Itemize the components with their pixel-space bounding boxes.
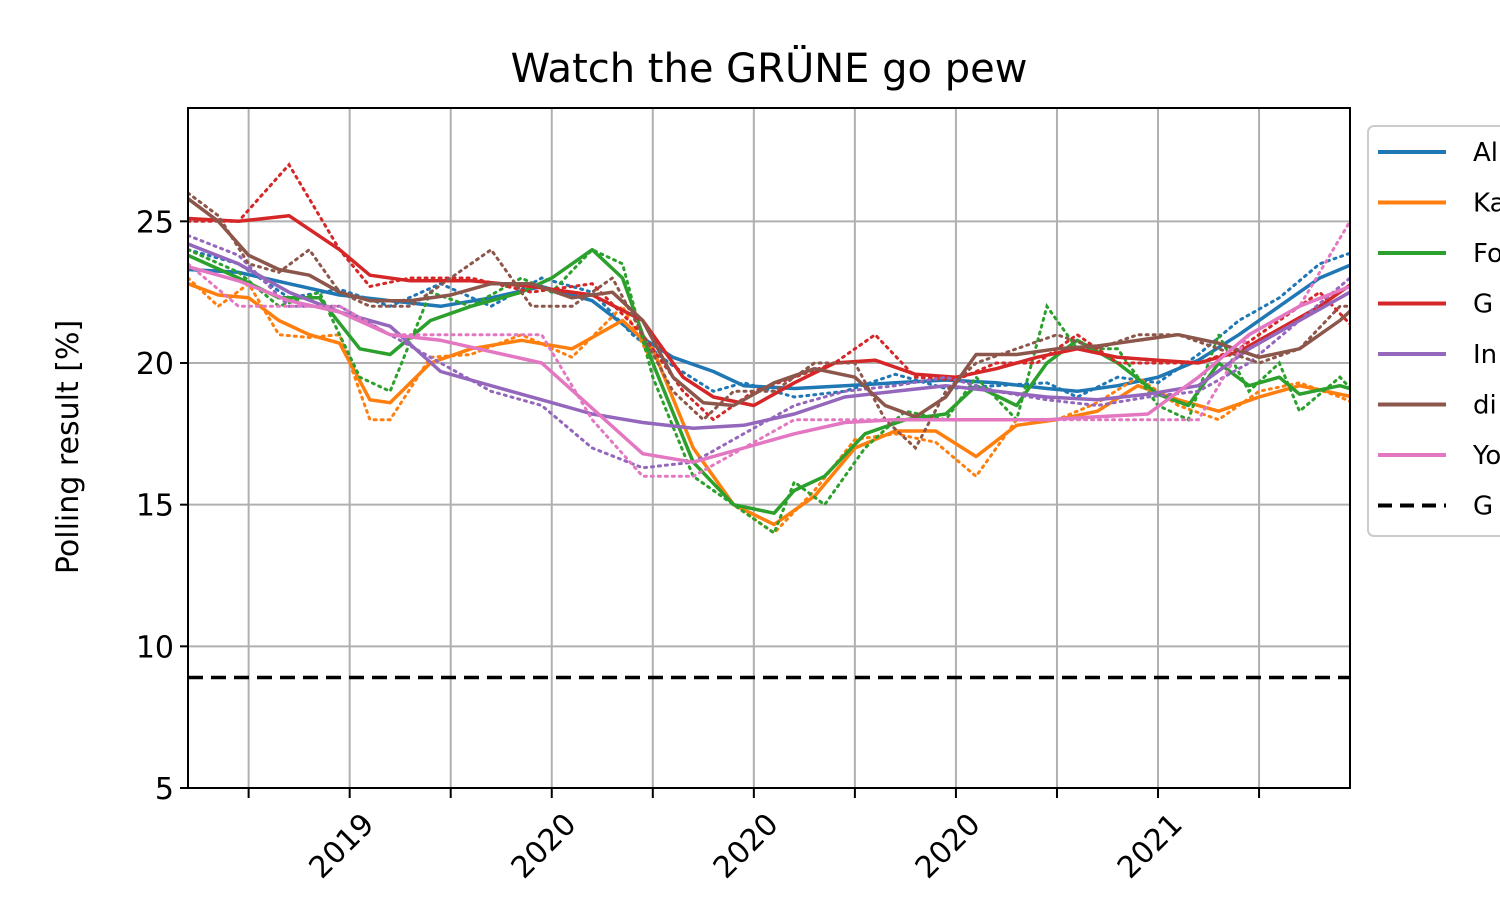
series-raw-line-1 xyxy=(188,276,1350,535)
series-raw-line-3 xyxy=(188,162,1350,422)
legend-label: Ka xyxy=(1473,189,1500,219)
series-raw-line-0 xyxy=(188,248,1350,399)
plot-area xyxy=(188,162,1350,680)
y-tick-label: 5 xyxy=(155,772,174,807)
legend-label: Yo xyxy=(1472,441,1500,471)
legend-label: In xyxy=(1473,340,1497,370)
x-ticks: 2019 2020 2020 2020 2021 xyxy=(247,788,1261,886)
x-tick-label: 2021 xyxy=(1111,807,1190,886)
legend: Al Ka Fo G In di Yo G xyxy=(1367,125,1500,537)
series-raw-line-2 xyxy=(188,247,1350,536)
y-tick-label: 10 xyxy=(136,630,174,665)
legend-label: Fo xyxy=(1473,239,1500,269)
legend-label: di xyxy=(1473,391,1497,421)
y-axis-label: Polling result [%] xyxy=(51,320,86,574)
grid xyxy=(188,108,1350,789)
legend-label: G xyxy=(1473,290,1493,320)
series-line-0 xyxy=(188,263,1350,394)
legend-label: G xyxy=(1473,492,1493,522)
series-line-6 xyxy=(188,265,1350,464)
chart-title: Watch the GRÜNE go pew xyxy=(511,44,1028,92)
legend-label: Al xyxy=(1473,138,1498,168)
series-line-1 xyxy=(188,282,1350,527)
legend-box xyxy=(1367,125,1500,537)
series-line-4 xyxy=(188,242,1350,430)
x-tick-label: 2019 xyxy=(303,807,382,886)
x-tick-label: 2020 xyxy=(707,807,786,886)
y-ticks: 5 10 15 20 25 xyxy=(136,205,188,807)
series-line-3 xyxy=(188,213,1350,408)
series-line-5 xyxy=(188,197,1350,419)
x-tick-label: 2020 xyxy=(505,807,584,886)
y-tick-label: 15 xyxy=(136,489,174,524)
series-raw-line-4 xyxy=(188,234,1350,470)
y-tick-label: 25 xyxy=(136,205,174,240)
plot-frame xyxy=(187,107,1351,789)
x-tick-label: 2020 xyxy=(909,807,988,886)
series-raw-line-5 xyxy=(188,191,1350,451)
y-tick-label: 20 xyxy=(136,347,174,382)
series-line-2 xyxy=(188,247,1350,515)
